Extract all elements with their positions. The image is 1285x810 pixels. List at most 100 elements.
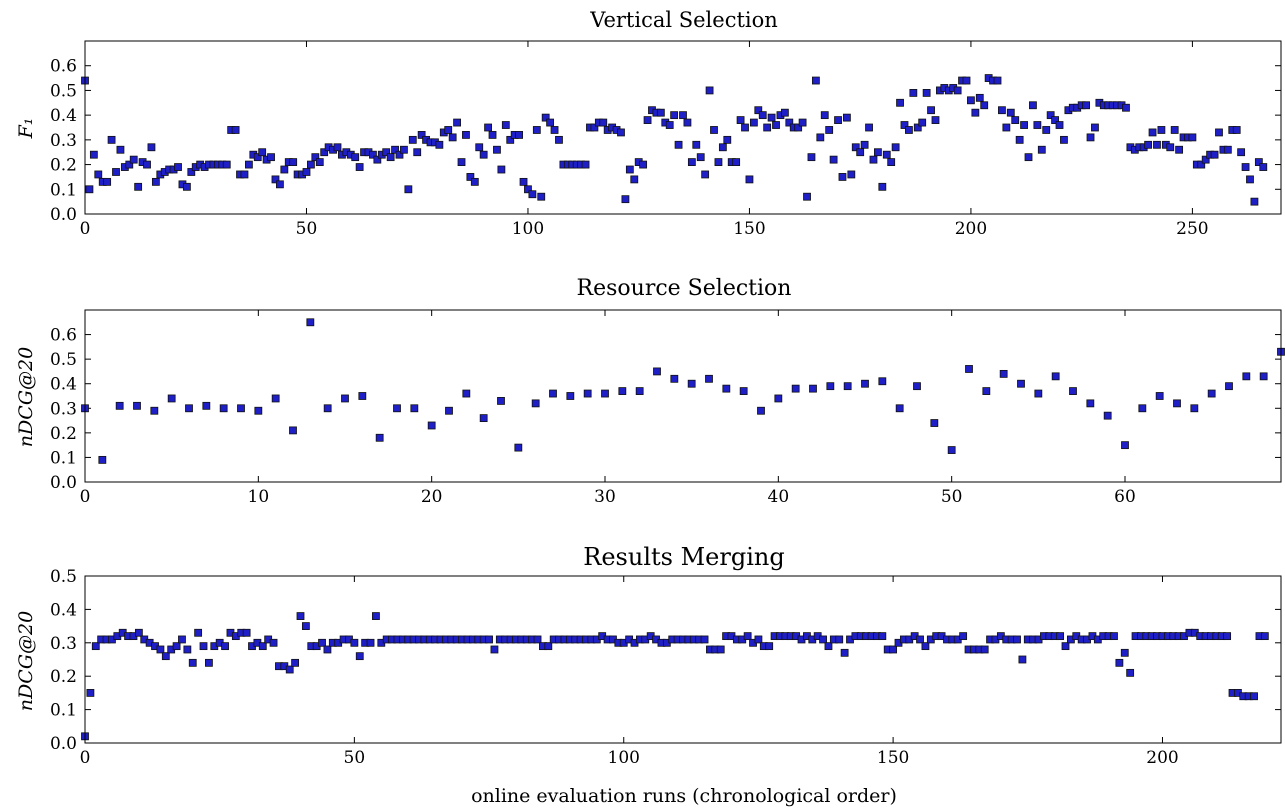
data-point [1086, 399, 1095, 408]
data-point [1155, 392, 1164, 400]
data-point [457, 158, 466, 167]
ticks: 0 10 20 30 40 50 60 0.0 0.1 0.2 0.3 0.4 0.5 0.6 [50, 310, 1281, 507]
data-point [625, 165, 634, 174]
data-point [599, 118, 608, 127]
data-point [258, 148, 267, 157]
data-point [1210, 150, 1219, 159]
data-point [679, 111, 687, 120]
data-point [1148, 128, 1157, 137]
data-point [537, 192, 546, 201]
data-point [470, 177, 479, 186]
data-point [670, 111, 679, 120]
data-point [307, 160, 315, 169]
x-tick-label: 50 [941, 487, 963, 507]
ticks: 0 50 100 150 200 250 0.0 0.1 0.2 0.3 0.4 0.5 0.6 [50, 41, 1281, 239]
data-point [231, 126, 240, 134]
data-point [271, 175, 280, 184]
data-point [1175, 145, 1184, 154]
data-point [1120, 648, 1129, 657]
data-point [1215, 128, 1223, 137]
data-point [705, 374, 713, 383]
data-point [1002, 123, 1011, 132]
data-point [194, 628, 203, 637]
data-point [1144, 140, 1153, 149]
data-point [1166, 143, 1175, 152]
data-point [590, 123, 599, 132]
data-point [670, 374, 679, 383]
data-point [878, 632, 887, 641]
data-point [665, 121, 674, 129]
data-point [205, 658, 213, 667]
data-point [798, 118, 807, 127]
data-point [965, 365, 973, 373]
x-tick-label: 60 [1114, 487, 1136, 507]
data-point [1223, 145, 1232, 154]
x-tick-label: 250 [1176, 219, 1208, 239]
chart-title: Results Merging [583, 543, 784, 571]
data-point [167, 394, 176, 403]
data-point [185, 404, 193, 413]
data-point [333, 143, 342, 152]
data-point [1241, 163, 1250, 171]
data-point [959, 632, 968, 641]
data-point [743, 632, 752, 641]
data-point [851, 143, 860, 152]
data-point [125, 160, 134, 169]
data-point [244, 160, 253, 169]
data-point [1060, 135, 1068, 144]
data-point [767, 113, 776, 122]
data-point [1115, 658, 1124, 667]
data-point [739, 387, 748, 395]
y-tick-label: 0.1 [50, 180, 77, 200]
data-point [103, 177, 112, 186]
data-point [687, 379, 696, 388]
data-point [519, 177, 528, 186]
data-point [1170, 126, 1179, 134]
data-point [947, 446, 956, 454]
data-point [803, 192, 811, 201]
data-point [683, 118, 692, 127]
data-point [701, 170, 710, 179]
x-tick-label: 50 [344, 748, 366, 768]
data-point [581, 160, 590, 169]
data-point [975, 93, 984, 102]
data-point [860, 140, 869, 149]
x-tick-label: 10 [248, 487, 270, 507]
y-tick-label: 0.2 [50, 667, 77, 687]
y-tick-label: 0.5 [50, 350, 77, 370]
data-point [410, 404, 419, 413]
data-point [982, 387, 991, 395]
data-point [865, 123, 873, 132]
data-point [301, 622, 310, 630]
data-point [643, 116, 652, 124]
plot-frame [84, 40, 1282, 215]
data-point [780, 108, 789, 117]
data-point [408, 135, 417, 144]
data-point [1046, 111, 1055, 120]
data-point [842, 113, 851, 122]
data-point [1250, 197, 1259, 206]
x-tick-label: 200 [955, 219, 987, 239]
plot-frame [84, 309, 1282, 483]
data-point [488, 131, 497, 139]
data-point [358, 392, 367, 400]
data-point [824, 642, 833, 651]
data-point [971, 108, 980, 117]
data-point [809, 384, 817, 393]
data-point [1082, 101, 1090, 110]
data-point [341, 394, 349, 403]
data-point [501, 121, 510, 129]
data-point [1207, 389, 1216, 398]
data-point [323, 645, 332, 654]
data-point [811, 76, 820, 85]
data-point [1173, 399, 1181, 408]
data-point [291, 658, 300, 667]
data-point [188, 658, 197, 667]
data-point [816, 133, 825, 142]
data-point [497, 397, 505, 405]
y-axis-label: F₁ [15, 118, 37, 140]
data-point [1033, 121, 1042, 129]
data-point [386, 153, 395, 162]
data-point [692, 140, 701, 149]
data-point [905, 126, 913, 134]
